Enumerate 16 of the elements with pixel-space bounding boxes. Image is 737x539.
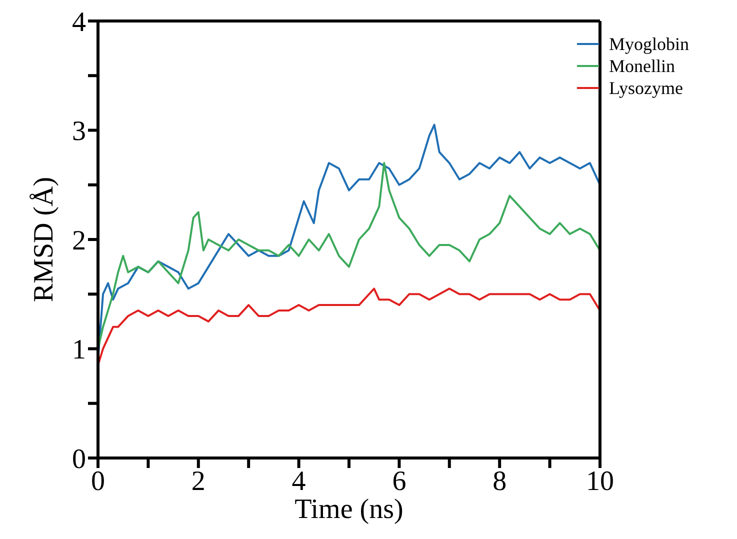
x-axis-title: Time (ns) — [294, 494, 404, 525]
y-tick-label: 0 — [72, 444, 86, 475]
x-tick-label: 4 — [292, 466, 306, 497]
y-tick-label: 4 — [72, 6, 86, 38]
x-tick-label: 8 — [492, 466, 507, 497]
x-tick-label: 0 — [91, 466, 105, 497]
legend-label: Monellin — [608, 55, 675, 77]
y-tick-label: 3 — [72, 116, 86, 148]
y-tick-label: 1 — [72, 334, 86, 366]
x-tick-label: 10 — [586, 466, 614, 497]
x-tick-label: 2 — [191, 466, 206, 497]
y-axis-title: RMSD (Å) — [28, 176, 60, 302]
legend-label: Lysozyme — [608, 77, 683, 99]
legend-label: Myoglobin — [608, 33, 689, 55]
x-tick-label: 6 — [392, 466, 406, 497]
y-tick-label: 2 — [72, 225, 86, 256]
